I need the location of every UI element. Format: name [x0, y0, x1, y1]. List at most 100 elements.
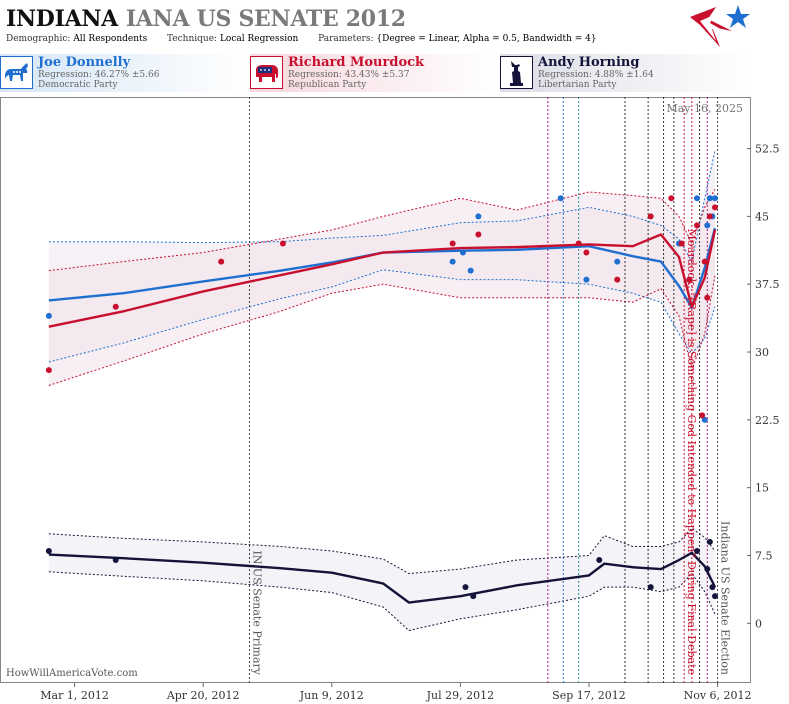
poll-point: [557, 195, 564, 202]
poll-point: [583, 249, 590, 256]
lower-bound-line: [48, 275, 716, 386]
upper-bound-line: [48, 188, 716, 272]
candidate-name: Joe Donnelly: [38, 55, 131, 70]
poll-point: [704, 222, 711, 229]
y-tick-label: 30: [755, 346, 769, 359]
y-tick-label: 7.5: [755, 549, 773, 562]
poll-point: [475, 213, 482, 220]
candidate-regression: Regression: 4.88% ±1.64: [538, 70, 654, 80]
poll-point: [693, 222, 700, 229]
poll-point: [449, 240, 456, 247]
poll-point: [45, 312, 52, 319]
page-title: INDIANA IANA US SENATE 2012: [6, 6, 406, 32]
y-tick-label: 45: [755, 210, 769, 223]
candidate-party: Democratic Party: [38, 80, 118, 90]
series-line: [48, 227, 717, 309]
poll-point: [462, 584, 469, 591]
x-tick-label: Sep 17, 2012: [552, 689, 626, 702]
parameters-label: Parameters:: [318, 34, 374, 44]
donkey-icon: [0, 56, 33, 89]
poll-point: [711, 204, 718, 211]
poll-point: [470, 593, 477, 600]
x-tick-label: Mar 1, 2012: [40, 689, 109, 702]
upper-bound-line: [48, 527, 716, 575]
poll-point: [449, 258, 456, 265]
poll-point: [701, 258, 708, 265]
liberty-statue-icon: [500, 56, 533, 89]
header: INDIANA IANA US SENATE 2012 Demographic: …: [0, 0, 789, 52]
x-tick-label: Nov 6, 2012: [684, 689, 752, 702]
site-logo-icon: [690, 5, 750, 47]
date-stamp: May 16, 2025: [666, 102, 743, 115]
elephant-icon: [250, 56, 283, 89]
poll-point: [614, 276, 621, 283]
lower-bound-line: [48, 269, 716, 363]
y-tick-label: 22.5: [755, 414, 780, 427]
poll-point: [678, 240, 685, 247]
state-name: INDIANA: [6, 6, 118, 32]
poll-point: [596, 557, 603, 564]
candidate-card-mourdock: Richard Mourdock Regression: 43.43% ±5.3…: [250, 54, 498, 92]
poll-point: [704, 294, 711, 301]
poll-point: [706, 538, 713, 545]
poll-point: [279, 240, 286, 247]
site-credit: HowWillAmericaVote.com: [6, 668, 138, 679]
poll-point: [699, 412, 706, 419]
candidate-name: Andy Horning: [538, 55, 640, 70]
demographic-value: All Respondents: [73, 34, 148, 44]
candidate-regression: Regression: 46.27% ±5.66: [38, 70, 160, 80]
candidate-card-donnelly: Joe Donnelly Regression: 46.27% ±5.66 De…: [0, 54, 248, 92]
candidate-party: Republican Party: [288, 80, 367, 90]
poll-point: [686, 276, 693, 283]
y-tick-label: 52.5: [755, 143, 780, 156]
parameters-line: Demographic: All Respondents Technique: …: [6, 34, 597, 44]
poll-point: [693, 547, 700, 554]
demographic-label: Demographic:: [6, 34, 71, 44]
poll-point: [475, 231, 482, 238]
x-tick-label: Apr 20, 2012: [166, 689, 240, 702]
candidate-name: Richard Mourdock: [288, 55, 425, 70]
polling-chart: 0 7.5 15 22.5 30 37.5 45 52.5 Mar 1, 2012 Apr 20,…: [0, 97, 780, 702]
candidate-regression: Regression: 43.43% ±5.37: [288, 70, 410, 80]
poll-point: [711, 195, 718, 202]
race-name: IANA US SENATE 2012: [125, 6, 406, 32]
technique-value: Local Regression: [219, 34, 299, 44]
x-tick-label: Jul 29, 2012: [426, 689, 495, 702]
candidate-party: Libertarian Party: [538, 80, 617, 90]
candidate-card-horning: Andy Horning Regression: 4.88% ±1.64 Lib…: [500, 54, 748, 92]
upper-bound-line: [48, 150, 716, 263]
parameters-value: {Degree = Linear, Alpha = 0.5, Bandwidth…: [376, 34, 597, 44]
poll-point: [668, 195, 675, 202]
y-tick-label: 15: [755, 482, 769, 495]
candidate-legend: Joe Donnelly Regression: 46.27% ±5.66 De…: [0, 54, 789, 94]
event-label: IN US Senate Primary: [250, 550, 263, 675]
poll-point: [112, 557, 119, 564]
poll-point: [45, 547, 52, 554]
poll-point: [218, 258, 225, 265]
event-label: Mourdock: "[Rape] is Something God Inten…: [685, 229, 698, 675]
confidence-band: [48, 528, 715, 631]
technique-label: Technique:: [167, 34, 218, 44]
confidence-band: [48, 189, 715, 386]
poll-point: [647, 213, 654, 220]
poll-point: [706, 213, 713, 220]
poll-point: [467, 267, 474, 274]
series-line: [48, 551, 717, 604]
poll-point: [45, 367, 52, 374]
poll-point: [711, 593, 718, 600]
series-line: [48, 229, 717, 328]
y-tick-label: 37.5: [755, 278, 780, 291]
poll-point: [575, 240, 582, 247]
poll-point: [459, 249, 466, 256]
poll-point: [709, 584, 716, 591]
poll-point: [701, 416, 708, 423]
y-tick-label: 0: [755, 617, 762, 630]
event-label: Indiana US Senate Election: [719, 521, 732, 675]
x-tick-label: Jun 9, 2012: [299, 689, 364, 702]
poll-point: [112, 303, 119, 310]
poll-point: [706, 195, 713, 202]
poll-point: [614, 258, 621, 265]
poll-point: [583, 276, 590, 283]
poll-point: [693, 195, 700, 202]
poll-point: [704, 566, 711, 573]
